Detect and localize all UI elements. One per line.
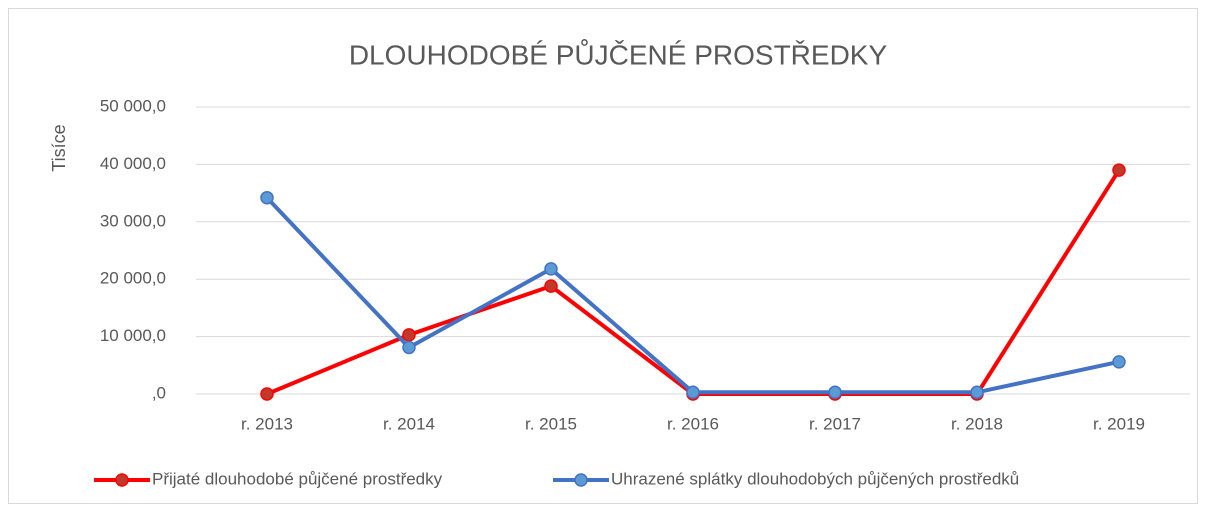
x-tick-label: r. 2019 <box>1093 414 1145 433</box>
x-tick-label: r. 2015 <box>525 414 577 433</box>
x-tick-label: r. 2018 <box>951 414 1003 433</box>
y-tick-label: 40 000,0 <box>100 154 166 173</box>
data-point <box>402 340 416 355</box>
x-tick-label: r. 2014 <box>383 414 435 433</box>
data-point <box>1112 163 1126 177</box>
legend-label: Přijaté dlouhodobé půjčené prostředky <box>152 469 443 488</box>
y-tick-label: 20 000,0 <box>100 269 166 288</box>
y-tick-label: ,0 <box>152 383 166 402</box>
data-point <box>260 387 274 401</box>
data-point <box>970 385 984 400</box>
y-axis-label: Tisíce <box>49 124 69 171</box>
data-point <box>544 262 558 276</box>
legend-marker <box>115 473 129 487</box>
data-point <box>402 328 416 342</box>
x-tick-label: r. 2013 <box>241 414 293 433</box>
x-tick-label: r. 2017 <box>809 414 861 433</box>
y-tick-label: 50 000,0 <box>100 96 166 115</box>
legend-marker <box>574 473 588 487</box>
data-point <box>260 190 274 205</box>
chart-border <box>8 8 1198 504</box>
data-point <box>828 385 842 400</box>
legend-label: Uhrazené splátky dlouhodobých půjčených … <box>611 469 1019 488</box>
y-tick-label: 30 000,0 <box>100 211 166 230</box>
chart-title: DLOUHODOBÉ PŮJČENÉ PROSTŘEDKY <box>349 38 888 70</box>
data-point <box>544 279 558 293</box>
data-point <box>686 385 700 400</box>
y-tick-label: 10 000,0 <box>100 326 166 345</box>
data-point <box>1112 355 1126 369</box>
x-tick-label: r. 2016 <box>667 414 719 433</box>
